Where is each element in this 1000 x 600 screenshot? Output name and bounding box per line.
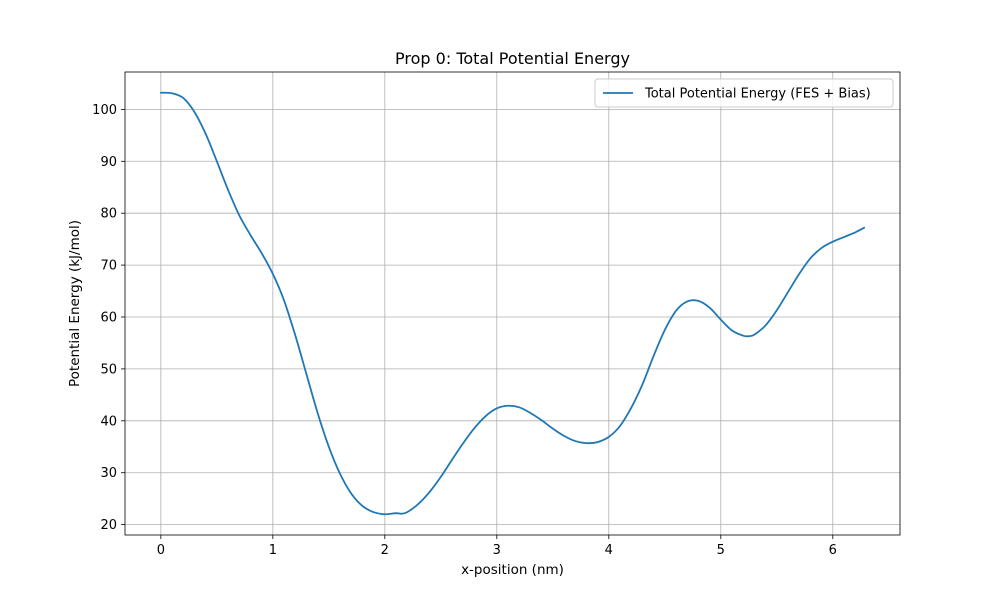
y-tick-label: 60 xyxy=(100,310,117,325)
y-tick-label: 90 xyxy=(100,155,117,170)
y-axis: 20 30 40 50 60 70 80 90 100 xyxy=(92,103,125,533)
y-tick-label: 20 xyxy=(100,518,117,533)
plot-frame xyxy=(124,71,901,536)
x-tick-label: 2 xyxy=(381,543,389,558)
chart-title: Prop 0: Total Potential Energy xyxy=(395,49,630,68)
legend: Total Potential Energy (FES + Bias) xyxy=(594,78,894,108)
series-layer xyxy=(159,91,866,516)
x-tick-label: 5 xyxy=(717,543,725,558)
y-axis-label: Potential Energy (kJ/mol) xyxy=(67,220,83,387)
grid xyxy=(125,72,900,535)
y-tick-label: 40 xyxy=(100,414,117,429)
x-tick-label: 3 xyxy=(493,543,501,558)
x-axis-label: x-position (nm) xyxy=(461,562,564,578)
series-line xyxy=(159,91,866,516)
x-tick-label: 4 xyxy=(605,543,613,558)
legend-box xyxy=(594,78,894,108)
y-tick-label: 80 xyxy=(100,207,117,222)
x-axis: 0 1 2 3 4 5 6 xyxy=(157,535,837,558)
y-tick-label: 50 xyxy=(100,362,117,377)
legend-entry: Total Potential Energy (FES + Bias) xyxy=(644,87,871,102)
y-tick-label: 30 xyxy=(100,466,117,481)
x-tick-label: 1 xyxy=(269,543,277,558)
y-tick-label: 100 xyxy=(92,103,117,118)
x-tick-label: 0 xyxy=(157,543,165,558)
y-tick-label: 70 xyxy=(100,259,117,274)
x-tick-label: 6 xyxy=(829,543,837,558)
